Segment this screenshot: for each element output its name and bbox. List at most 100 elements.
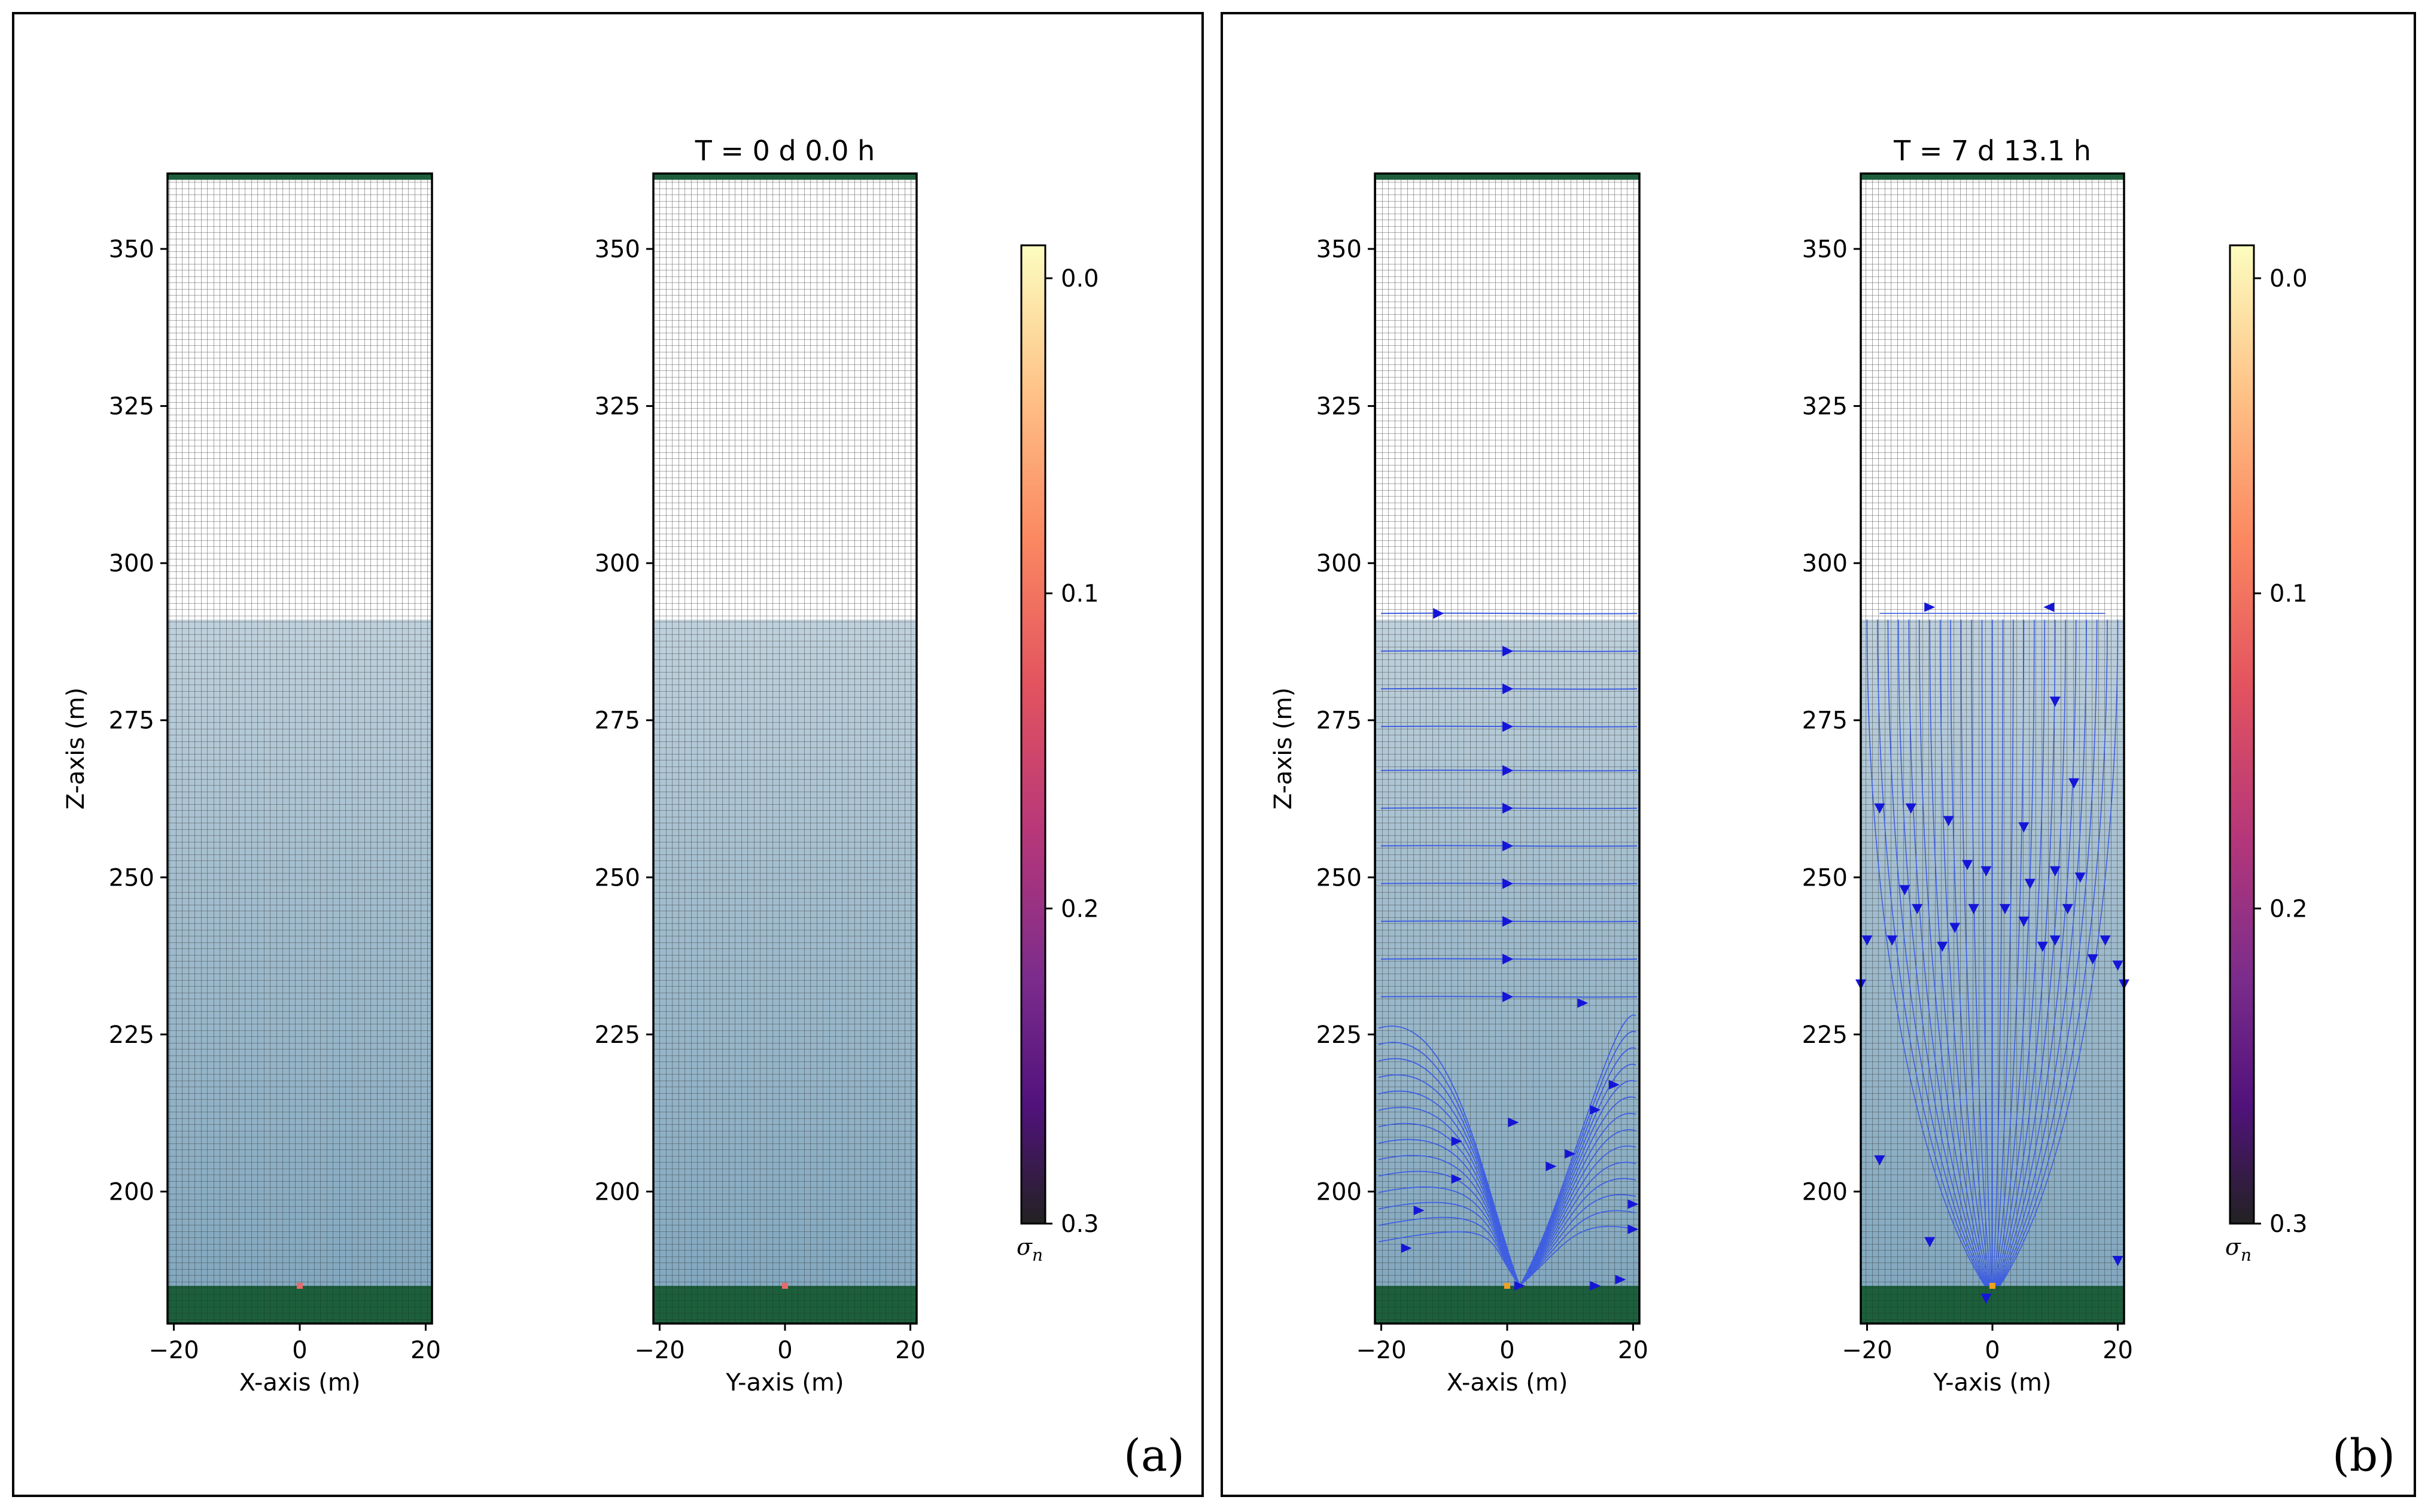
flow-arrow: [2037, 941, 2048, 952]
y-tick-label: 275: [109, 707, 154, 735]
y-tick-label: 300: [1316, 550, 1362, 577]
streamline: [1519, 1178, 1636, 1286]
flow-arrow: [1502, 915, 1513, 927]
mesh-grid: [653, 174, 917, 1324]
y-tick-label: 325: [1802, 393, 1848, 421]
y-tick-label: 225: [1802, 1021, 1848, 1049]
flow-arrow: [2062, 903, 2073, 914]
streamline: [1939, 619, 1990, 1286]
flow-arrow: [1615, 1274, 1626, 1285]
colorbar-tick-label: 0.0: [2269, 265, 2308, 293]
streamline: [1929, 619, 1989, 1286]
x-tick-label: 20: [2103, 1337, 2133, 1364]
y-tick-label: 300: [109, 550, 154, 577]
colorbar-tick-label: 0.0: [1061, 265, 1099, 293]
streamline: [1971, 619, 1992, 1286]
y-tick-label: 250: [1802, 864, 1848, 892]
flow-arrow: [2087, 954, 2098, 965]
streamline: [1519, 1047, 1636, 1286]
panel-a-yz-plot: 200 225 250 275 300 325 350 −20 0 20 Y-axis (m) T =…: [595, 135, 926, 1397]
colorbar-tick-label: 0.1: [1061, 580, 1099, 608]
flow-arrow: [1577, 998, 1589, 1008]
streamline: [1918, 619, 1989, 1286]
streamline: [1993, 619, 2014, 1286]
streamline: [1908, 619, 1988, 1286]
y-axis-label: Z-axis (m): [1270, 687, 1297, 810]
flow-arrow: [1968, 903, 1979, 914]
flow-arrow: [1912, 903, 1923, 914]
streamline: [1380, 845, 1638, 847]
x-tick-label: −20: [148, 1337, 199, 1364]
y-tick-label: 225: [1316, 1021, 1362, 1049]
colorbar-label-subscript: n: [1032, 1245, 1043, 1265]
x-axis-label: Y-axis (m): [725, 1369, 844, 1397]
mesh-grid: [168, 174, 432, 1324]
y-tick-label: 350: [595, 236, 640, 263]
flow-arrow: [1502, 840, 1513, 851]
flow-arrow: [1502, 991, 1513, 1002]
flow-arrow: [2049, 696, 2061, 707]
colorbar-tick-label: 0.3: [2269, 1210, 2308, 1238]
streamline: [1380, 650, 1638, 652]
streamline: [1995, 619, 2046, 1286]
streamline: [1519, 1194, 1636, 1286]
colorbar-label: σn: [2225, 1234, 2251, 1265]
colorbar-tick-label: 0.2: [1061, 895, 1099, 923]
flow-arrow: [2112, 960, 2123, 971]
streamline: [1999, 619, 2119, 1286]
flow-arrow: [1502, 765, 1513, 776]
streamline: [1380, 996, 1638, 998]
streamline: [1998, 619, 2098, 1286]
flow-arrow: [1905, 803, 1916, 814]
x-tick-label: 20: [410, 1337, 441, 1364]
streamlines: [1378, 608, 1639, 1291]
flow-arrow: [1627, 1224, 1639, 1234]
colorbar-label: σn: [1017, 1234, 1043, 1265]
y-tick-label: 225: [595, 1021, 640, 1049]
streamline: [1519, 1063, 1636, 1286]
colorbar-frame: [2229, 244, 2255, 1225]
streamline: [1877, 619, 1986, 1286]
top-boundary: [1375, 174, 1639, 180]
x-tick-label: 20: [1618, 1337, 1648, 1364]
mesh-grid: [1375, 174, 1639, 1324]
streamline: [1519, 1096, 1636, 1286]
streamline: [1378, 1187, 1520, 1286]
x-tick-label: −20: [1356, 1337, 1406, 1364]
flow-arrow: [1451, 1136, 1462, 1146]
streamline: [1519, 1080, 1636, 1286]
y-tick-label: 350: [1802, 236, 1848, 263]
streamline: [1997, 619, 2087, 1286]
x-tick-label: 0: [1499, 1337, 1514, 1364]
bottom-boundary: [168, 1285, 432, 1324]
flow-arrow: [1899, 885, 1910, 896]
panel-b-label: (b): [2332, 1430, 2395, 1481]
flow-arrow: [2018, 916, 2030, 927]
panel-a-frame: [12, 12, 1204, 1497]
bottom-boundary: [1375, 1285, 1639, 1324]
colorbar-gradient: [1021, 245, 1045, 1224]
source-marker: [297, 1282, 303, 1289]
y-tick-label: 350: [109, 236, 154, 263]
streamline: [1992, 619, 2004, 1286]
y-tick-label: 325: [109, 393, 154, 421]
plot-title: T = 0 d 0.0 h: [695, 135, 875, 167]
y-axis-label: Z-axis (m): [62, 687, 90, 810]
streamline: [1950, 619, 1991, 1286]
streamline: [1519, 1210, 1636, 1286]
flow-arrow: [1413, 1205, 1425, 1215]
panel-a-xz-plot: 200 225 250 275 300 325 350 −20 0 20 X-axis (m) Z-a…: [62, 172, 441, 1397]
y-tick-label: 250: [595, 864, 640, 892]
flow-arrow: [1937, 941, 1948, 952]
flow-arrow: [2100, 935, 2111, 946]
x-axis-label: X-axis (m): [239, 1369, 361, 1397]
streamline: [1378, 1216, 1520, 1286]
flow-arrow: [2043, 602, 2055, 612]
y-tick-label: 275: [1316, 707, 1362, 735]
y-tick-label: 200: [1316, 1178, 1362, 1206]
streamlines: [1855, 602, 2129, 1304]
y-tick-label: 200: [109, 1178, 154, 1206]
y-tick-label: 325: [1316, 393, 1362, 421]
flow-arrow: [1980, 1293, 1992, 1304]
